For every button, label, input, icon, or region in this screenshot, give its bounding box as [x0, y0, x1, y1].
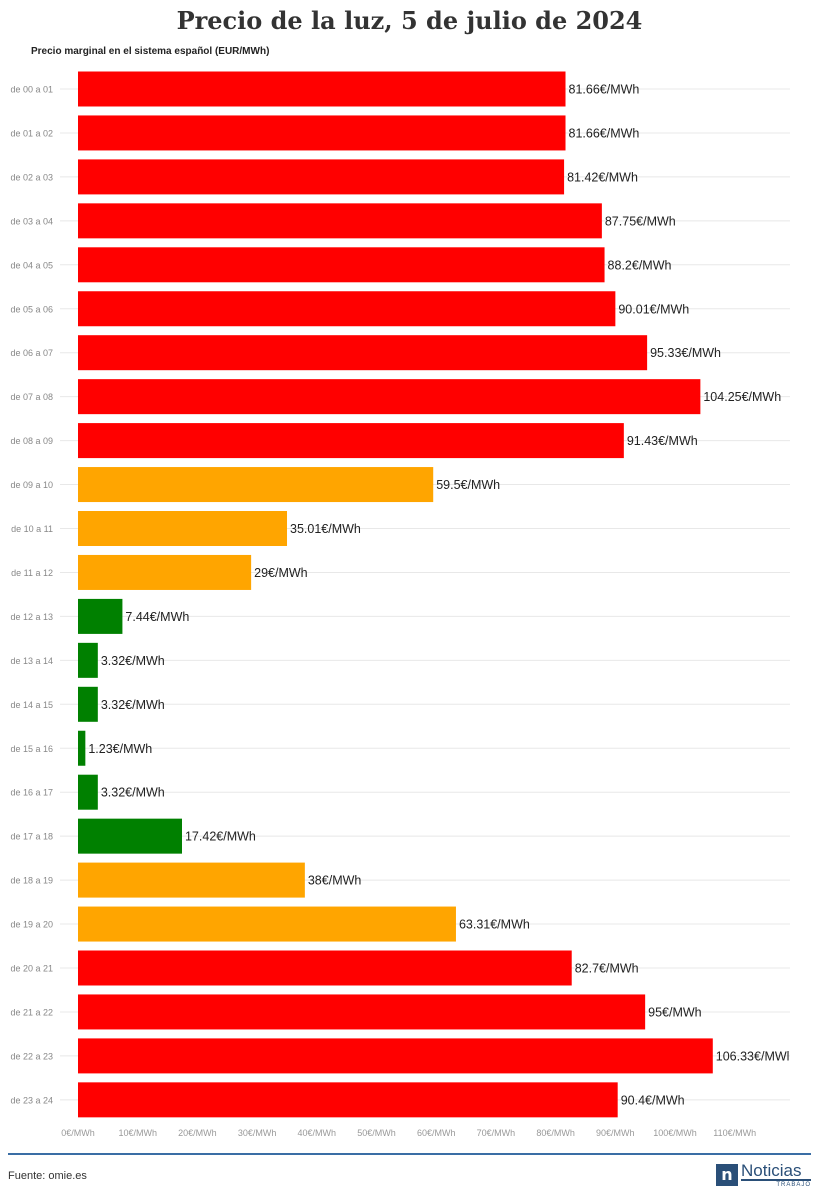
category-label: de 11 a 12: [11, 568, 53, 578]
bar: [78, 1082, 618, 1118]
value-label: 3.32€/MWh: [101, 786, 165, 800]
value-label: 59.5€/MWh: [436, 478, 500, 492]
value-label: 90.4€/MWh: [621, 1093, 685, 1107]
brand-subtitle: TRABAJO: [741, 1179, 811, 1190]
x-tick-label: 20€/MWh: [178, 1128, 217, 1138]
category-label: de 16 a 17: [10, 788, 53, 798]
category-label: de 12 a 13: [10, 612, 53, 622]
category-label: de 07 a 08: [10, 392, 53, 402]
brand-name: Noticias: [741, 1161, 802, 1180]
value-label: 29€/MWh: [254, 566, 308, 580]
value-label: 95€/MWh: [648, 1005, 702, 1019]
value-label: 63.31€/MWh: [459, 918, 530, 932]
value-label: 3.32€/MWh: [101, 698, 165, 712]
x-tick-label: 30€/MWh: [238, 1128, 277, 1138]
value-label: 91.43€/MWh: [627, 434, 698, 448]
category-label: de 05 a 06: [10, 304, 53, 314]
value-label: 87.75€/MWh: [605, 214, 676, 228]
category-label: de 01 a 02: [10, 128, 53, 138]
value-label: 104.25€/MWh: [703, 390, 781, 404]
value-label: 81.42€/MWh: [567, 170, 638, 184]
category-label: de 04 a 05: [10, 260, 53, 270]
value-label: 7.44€/MWh: [125, 610, 189, 624]
category-label: de 10 a 11: [11, 524, 53, 534]
chart-subtitle: Precio marginal en el sistema español (E…: [31, 46, 270, 57]
value-label: 81.66€/MWh: [569, 83, 640, 97]
value-label: 35.01€/MWh: [290, 522, 361, 536]
value-label: 82.7€/MWh: [575, 962, 639, 976]
value-label: 90.01€/MWh: [618, 302, 689, 316]
bar: [78, 994, 646, 1030]
value-label: 3.32€/MWh: [101, 654, 165, 668]
bar: [78, 906, 456, 942]
bar: [78, 115, 566, 151]
category-label: de 06 a 07: [10, 348, 53, 358]
category-label: de 18 a 19: [10, 876, 53, 886]
x-tick-label: 0€/MWh: [61, 1128, 95, 1138]
value-label: 95.33€/MWh: [650, 346, 721, 360]
bar: [78, 511, 288, 546]
bar: [78, 467, 434, 503]
x-tick-label: 80€/MWh: [536, 1128, 575, 1138]
x-tick-label: 10€/MWh: [118, 1128, 157, 1138]
category-label: de 09 a 10: [10, 480, 53, 490]
category-label: de 14 a 15: [10, 700, 53, 710]
footer-divider: [8, 1153, 811, 1155]
bar: [78, 203, 602, 239]
price-bar-chart: de 00 a 01 81.66€/MWh de 01 a 02 81.66€/MWh…: [10, 71, 790, 1138]
bar: [78, 423, 624, 459]
value-label: 81.66€/MWh: [569, 126, 640, 140]
value-label: 17.42€/MWh: [185, 830, 256, 844]
category-label: de 23 a 24: [10, 1095, 53, 1105]
bar: [78, 1038, 713, 1074]
bar: [78, 818, 182, 854]
category-label: de 03 a 04: [10, 216, 53, 226]
category-label: de 08 a 09: [10, 436, 53, 446]
category-label: de 13 a 14: [10, 656, 53, 666]
bar: [78, 247, 605, 283]
category-label: de 22 a 23: [10, 1051, 53, 1061]
category-label: de 20 a 21: [10, 964, 53, 974]
category-label: de 19 a 20: [10, 920, 53, 930]
bar: [78, 159, 565, 195]
value-label: 1.23€/MWh: [88, 742, 152, 756]
x-tick-label: 60€/MWh: [417, 1128, 456, 1138]
bar: [78, 71, 566, 107]
bar: [78, 598, 123, 634]
brand-logo: n Noticias TRABAJO: [716, 1162, 812, 1190]
source-note: Fuente: omie.es: [8, 1170, 87, 1182]
category-label: de 02 a 03: [10, 172, 53, 182]
bar: [78, 730, 86, 766]
x-tick-label: 100€/MWh: [653, 1128, 697, 1138]
bar: [78, 379, 701, 415]
category-label: de 21 a 22: [10, 1007, 53, 1017]
bar: [78, 774, 98, 810]
value-label: 88.2€/MWh: [608, 258, 672, 272]
x-tick-label: 40€/MWh: [298, 1128, 337, 1138]
bar: [78, 642, 98, 678]
value-label: 38€/MWh: [308, 874, 362, 888]
bar: [78, 554, 252, 590]
bar: [78, 862, 305, 898]
bar: [78, 291, 616, 327]
category-label: de 00 a 01: [10, 85, 53, 95]
bar: [78, 686, 98, 722]
bar: [78, 335, 648, 371]
x-tick-label: 90€/MWh: [596, 1128, 635, 1138]
bar: [78, 950, 572, 986]
x-tick-label: 70€/MWh: [477, 1128, 516, 1138]
category-label: de 15 a 16: [10, 744, 53, 754]
x-tick-label: 110€/MWh: [713, 1128, 756, 1138]
value-label: 106.33€/MWl: [716, 1049, 790, 1063]
chart-title: Precio de la luz, 5 de julio de 2024: [176, 6, 643, 35]
category-label: de 17 a 18: [10, 832, 53, 842]
x-tick-label: 50€/MWh: [357, 1128, 396, 1138]
brand-mark-icon: n: [716, 1164, 738, 1186]
